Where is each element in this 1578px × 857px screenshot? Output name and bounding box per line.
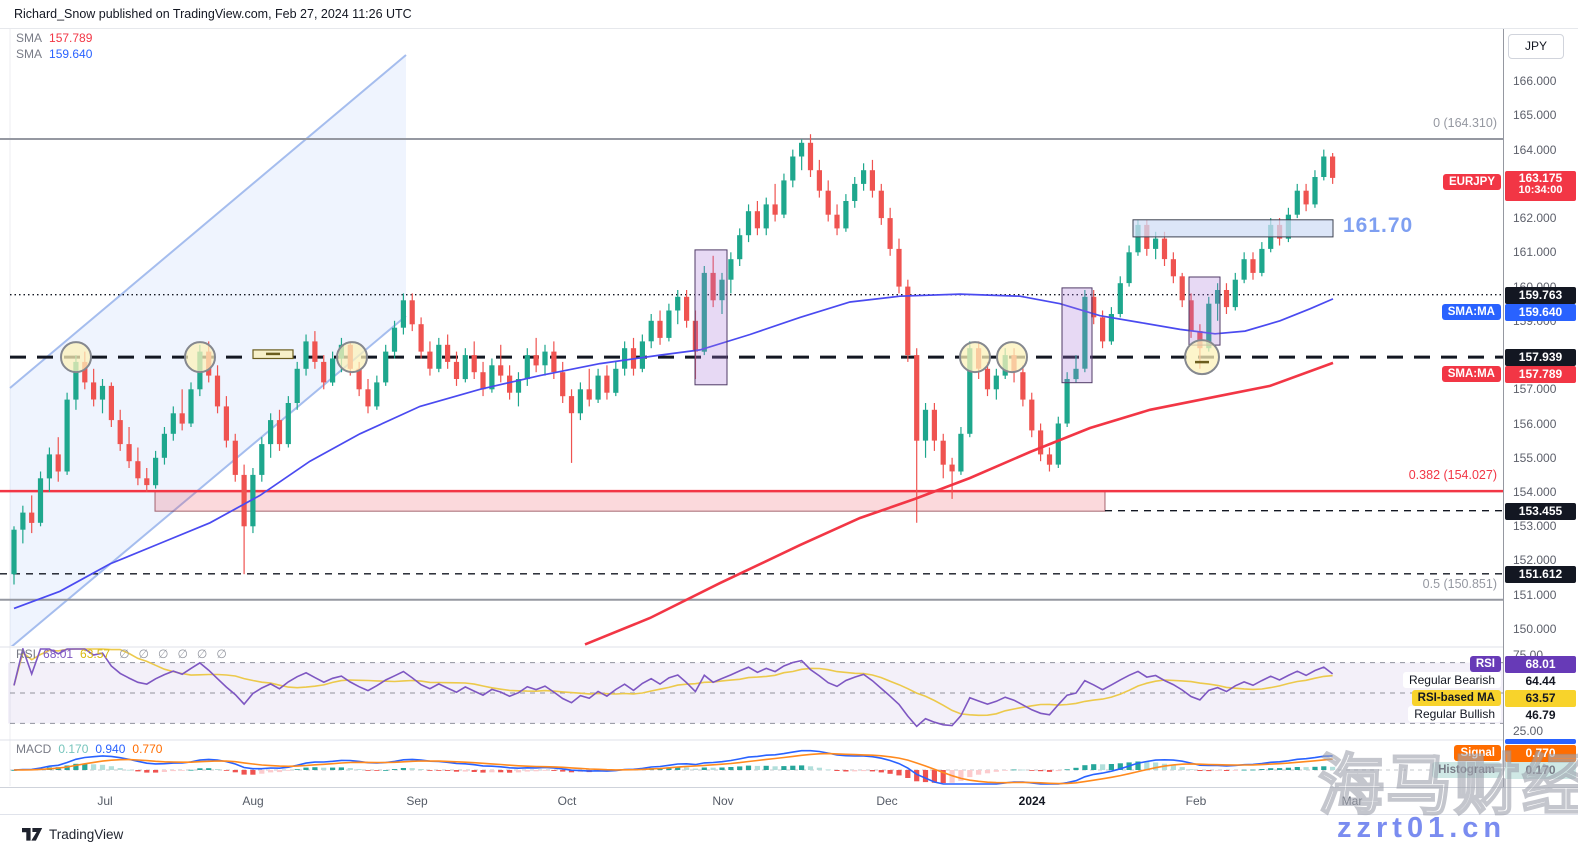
fib-label-0: 0 (164.310): [1433, 116, 1497, 130]
price-axis-tick: 157.000: [1513, 382, 1557, 397]
rsi-legend[interactable]: RSI 68.01 63.57 ∅ ∅ ∅ ∅ ∅ ∅: [16, 647, 227, 661]
header: Richard_Snow published on TradingView.co…: [0, 0, 1578, 29]
histogram-value-badge: 0.170: [1505, 762, 1576, 779]
sma-fast-label: SMA: [16, 31, 43, 45]
price-axis-tick: 153.000: [1513, 519, 1557, 534]
macd-legend[interactable]: MACD 0.170 0.940 0.770: [16, 742, 162, 756]
quote-time: 10:34:00: [1518, 184, 1563, 196]
macd-legend-value: 0.940: [95, 742, 126, 756]
rsi-chip: RSI: [1469, 656, 1501, 672]
footer: TradingView: [0, 814, 1578, 857]
level-badge-151612: 151.612: [1505, 566, 1576, 583]
rsi-ma-chip: RSI-based MA: [1411, 690, 1501, 706]
rsi-value-badge: 68.01: [1505, 656, 1576, 673]
tradingview-logo[interactable]: TradingView: [22, 827, 123, 842]
sma-slow-label: SMA: [16, 47, 43, 61]
watermark-site: zzrt01.cn: [1337, 812, 1507, 844]
price-axis-tick: 164.000: [1513, 142, 1557, 157]
rsi-bullish-chip: Regular Bullish: [1408, 706, 1501, 722]
rsi-ma-value-badge: 63.57: [1505, 690, 1576, 707]
published-title: Richard_Snow published on TradingView.co…: [14, 7, 412, 21]
symbol-chip: EURJPY: [1442, 174, 1501, 190]
tradingview-logo-icon: [22, 828, 43, 841]
resistance-price-label: 161.70: [1343, 214, 1414, 237]
empty-set-icon: ∅: [177, 647, 188, 661]
sma-slow-value-badge: 159.640: [1505, 304, 1576, 321]
time-axis-month-sep: Sep: [406, 794, 428, 808]
price-axis-tick: 165.000: [1513, 108, 1557, 123]
empty-set-icon: ∅: [138, 647, 149, 661]
time-axis-month-nov: Nov: [712, 794, 734, 808]
macd-badge-sliver: [1505, 739, 1576, 744]
level-badge-153455: 153.455: [1505, 503, 1576, 520]
time-axis-month-dec: Dec: [876, 794, 898, 808]
price-axis-tick: 162.000: [1513, 211, 1557, 226]
rsi-ma-legend-value: 63.57: [80, 647, 111, 661]
tradingview-logo-text: TradingView: [49, 827, 124, 842]
time-axis-month-mar: Mar: [1341, 794, 1363, 808]
price-axis-tick: 152.000: [1513, 553, 1557, 568]
time-axis[interactable]: Jul Aug Sep Oct Nov Dec 2024 Feb Mar: [0, 787, 1578, 815]
price-axis-tick: 151.000: [1513, 587, 1557, 602]
time-axis-month-feb: Feb: [1185, 794, 1207, 808]
rsi-legend-value: 68.01: [43, 647, 74, 661]
rsi-legend-label: RSI: [16, 647, 37, 661]
rsi-bullish-value: 46.79: [1505, 707, 1576, 724]
fib-label-382: 0.382 (154.027): [1408, 468, 1497, 482]
histogram-chip: Histogram: [1432, 762, 1501, 778]
sma-slow-chip: SMA:MA: [1441, 304, 1501, 320]
rsi-bearish-value: 64.44: [1505, 673, 1576, 690]
macd-signal-legend-value: 0.770: [132, 742, 163, 756]
sma-fast-chip: SMA:MA: [1441, 366, 1501, 382]
rsi-axis-tick: 25.00: [1513, 724, 1544, 738]
empty-set-icon: ∅: [196, 647, 208, 661]
signal-chip: Signal: [1454, 745, 1501, 761]
price-axis-tick: 154.000: [1513, 485, 1557, 499]
currency-toggle-button[interactable]: JPY: [1508, 34, 1564, 59]
level-badge-159763: 159.763: [1505, 287, 1576, 304]
macd-legend-label: MACD: [16, 742, 52, 756]
eurjpy-price-badge: 163.175 10:34:00: [1505, 171, 1576, 201]
signal-value-badge: 0.770: [1505, 745, 1576, 762]
sma-fast-legend[interactable]: SMA 157.789: [16, 31, 92, 45]
sma-fast-value: 157.789: [49, 31, 93, 45]
macd-hist-legend-value: 0.170: [58, 742, 89, 756]
price-axis-tick: 155.000: [1513, 450, 1557, 465]
price-axis-tick: 156.000: [1513, 416, 1557, 431]
fib-label-50: 0.5 (150.851): [1422, 577, 1497, 591]
sma-slow-legend[interactable]: SMA 159.640: [16, 47, 92, 61]
price-axis-tick: 161.000: [1513, 245, 1557, 260]
time-axis-month-2024: 2024: [1018, 794, 1046, 808]
empty-set-icon: ∅: [157, 647, 169, 661]
price-axis-tick: 150.000: [1513, 621, 1557, 636]
time-axis-month-oct: Oct: [557, 794, 577, 808]
watermark-chinese: 海马财经: [1317, 747, 1578, 823]
time-axis-month-jul: Jul: [97, 794, 113, 808]
time-axis-month-aug: Aug: [242, 794, 264, 808]
empty-set-icon: ∅: [216, 647, 227, 661]
sma-fast-value-badge: 157.789: [1505, 366, 1576, 383]
rsi-bearish-chip: Regular Bearish: [1402, 672, 1501, 688]
level-badge-157939: 157.939: [1505, 349, 1576, 366]
price-axis-tick: 166.000: [1513, 74, 1557, 89]
empty-set-icon: ∅: [119, 647, 130, 661]
sma-slow-value: 159.640: [49, 47, 93, 61]
